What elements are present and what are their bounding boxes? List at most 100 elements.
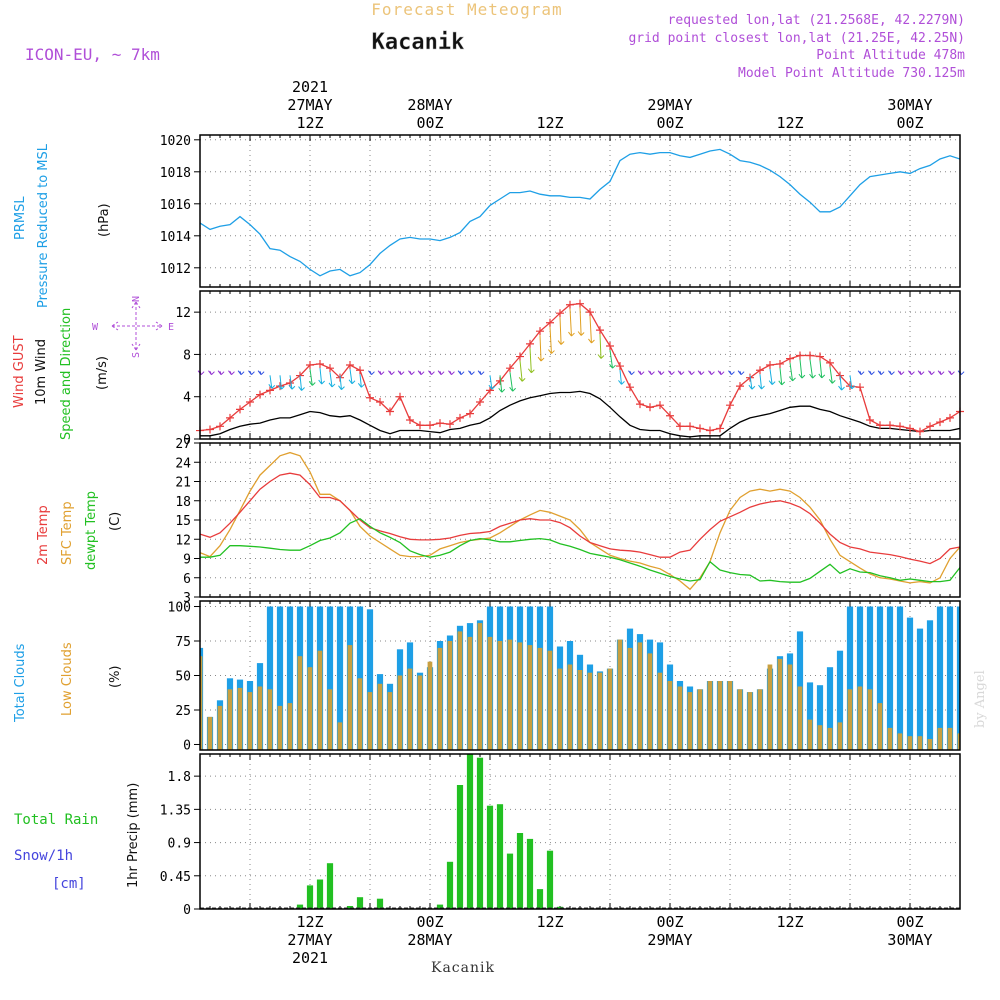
total-cloud-bar xyxy=(356,606,364,750)
wind-direction-arrow xyxy=(838,375,845,391)
wind-gust-marker xyxy=(606,341,614,350)
wind-direction-arrow xyxy=(717,370,725,376)
low-cloud-bar xyxy=(357,678,363,750)
rain-bar xyxy=(436,904,444,909)
top-axis-label: 00Z xyxy=(416,114,443,132)
precipitation-ytick-label: 1.35 xyxy=(160,803,191,818)
compass-east: E xyxy=(168,322,174,333)
wind-direction-arrow xyxy=(228,370,235,376)
low-cloud-bar xyxy=(737,689,743,750)
temperature-grid xyxy=(200,442,960,598)
total-cloud-bar xyxy=(936,606,944,750)
wind-direction-arrow xyxy=(637,370,645,376)
wind-direction-arrow xyxy=(928,370,935,376)
wind-gust-marker xyxy=(516,352,524,361)
wind-gust-marker xyxy=(586,308,594,317)
wind-gust-marker xyxy=(236,405,244,414)
wind-direction-arrow xyxy=(897,370,905,376)
pressure-unit: (hPa) xyxy=(97,203,112,237)
wind-direction-arrow xyxy=(597,334,605,359)
wind-direction-arrow xyxy=(857,370,865,376)
wind-direction-arrow xyxy=(609,349,616,369)
clouds-panel: 0 25 50 75 100 xyxy=(168,600,961,753)
low-cloud-bar xyxy=(217,705,223,750)
clouds-ytick-label: 100 xyxy=(168,601,191,616)
wind-direction-arrow xyxy=(957,370,965,376)
wind-direction-arrow xyxy=(509,372,516,392)
compass-south: S xyxy=(131,352,142,358)
low-cloud-bar xyxy=(397,675,403,750)
low-cloud-bar xyxy=(817,725,823,750)
total-cloud-bar xyxy=(836,650,844,750)
wind-gust-marker xyxy=(926,422,934,431)
wind-gust-marker xyxy=(906,424,914,433)
wind-direction-arrow xyxy=(208,370,215,376)
rain-bar xyxy=(526,838,534,909)
precipitation-grid xyxy=(200,754,960,910)
low-cloud-bar xyxy=(677,686,683,750)
rain-bar xyxy=(486,805,494,909)
pressure-ytick-label: 1020 xyxy=(160,134,191,149)
low-cloud-bar xyxy=(327,689,333,750)
wind-gust-marker xyxy=(546,318,554,327)
wind-direction-arrow xyxy=(868,370,875,376)
wind-gust-label: Wind GUST xyxy=(12,335,27,408)
precipitation-ytick-label: 0 xyxy=(183,903,191,918)
pressure-label-msl: Pressure Reduced to MSL xyxy=(36,143,51,308)
wind-direction-arrow xyxy=(357,374,365,388)
wind-direction-arrow xyxy=(308,368,316,386)
low-cloud-bar xyxy=(597,672,603,750)
wind-gust-marker xyxy=(636,400,644,409)
top-axis-label: 12Z xyxy=(536,114,563,132)
wind-gust-marker xyxy=(446,420,454,429)
wind-direction-arrow xyxy=(748,375,756,390)
2m-temp-line xyxy=(200,472,960,565)
chart-title: Forecast Meteogram xyxy=(371,0,562,19)
low-cloud-bar xyxy=(307,667,313,750)
wind-direction-arrow xyxy=(888,370,895,376)
wind-direction-arrow xyxy=(577,307,585,336)
low-cloud-bar xyxy=(957,733,960,750)
wind-direction-arrow xyxy=(537,335,545,362)
rain-bar xyxy=(476,757,484,909)
low-cloud-bar xyxy=(557,668,563,750)
wind-direction-label: Speed and Direction xyxy=(59,308,74,440)
wind-direction-arrow xyxy=(877,370,885,376)
wind-gust-marker xyxy=(796,351,804,360)
wind-gust-marker xyxy=(646,403,654,412)
bottom-axis-label: 00Z xyxy=(656,913,683,931)
wind-gust-marker xyxy=(946,413,954,422)
wind-gust-marker xyxy=(406,415,414,424)
pressure-ytick-label: 1012 xyxy=(160,262,191,277)
low-cloud-bar xyxy=(317,650,323,750)
rain-bar xyxy=(496,804,504,909)
snow-unit-label: [cm] xyxy=(52,876,86,892)
wind-direction-arrow xyxy=(737,370,745,376)
total-cloud-bar xyxy=(916,628,924,750)
low-cloud-bar xyxy=(547,650,553,750)
wind-gust-marker xyxy=(936,418,944,427)
low-cloud-bar xyxy=(227,689,233,750)
bottom-axis-label: 2021 xyxy=(292,949,328,967)
total-clouds-label: Total Clouds xyxy=(13,643,28,723)
low-cloud-bar xyxy=(917,736,923,750)
wind-direction-arrow xyxy=(557,317,565,345)
bottom-axis-label: 00Z xyxy=(416,913,443,931)
wind-gust-marker xyxy=(266,386,274,395)
compass-north: N xyxy=(131,296,142,302)
wind-direction-arrow xyxy=(628,370,635,376)
bottom-axis-label: 00Z xyxy=(896,913,923,931)
low-clouds-label: Low Clouds xyxy=(60,642,75,716)
low-cloud-bar xyxy=(377,683,383,750)
watermark: by Angel xyxy=(973,670,988,728)
low-cloud-bar xyxy=(797,686,803,750)
bottom-axis-label: 29MAY xyxy=(647,931,692,949)
clouds-frame xyxy=(199,600,961,751)
wind-gust-marker xyxy=(766,361,774,369)
compass-west: W xyxy=(92,322,99,333)
low-cloud-bar xyxy=(777,658,783,750)
temperature-ytick-label: 21 xyxy=(175,476,191,491)
low-cloud-bar xyxy=(787,664,793,750)
wind-direction-arrow xyxy=(338,375,345,391)
low-cloud-bar xyxy=(287,703,293,750)
